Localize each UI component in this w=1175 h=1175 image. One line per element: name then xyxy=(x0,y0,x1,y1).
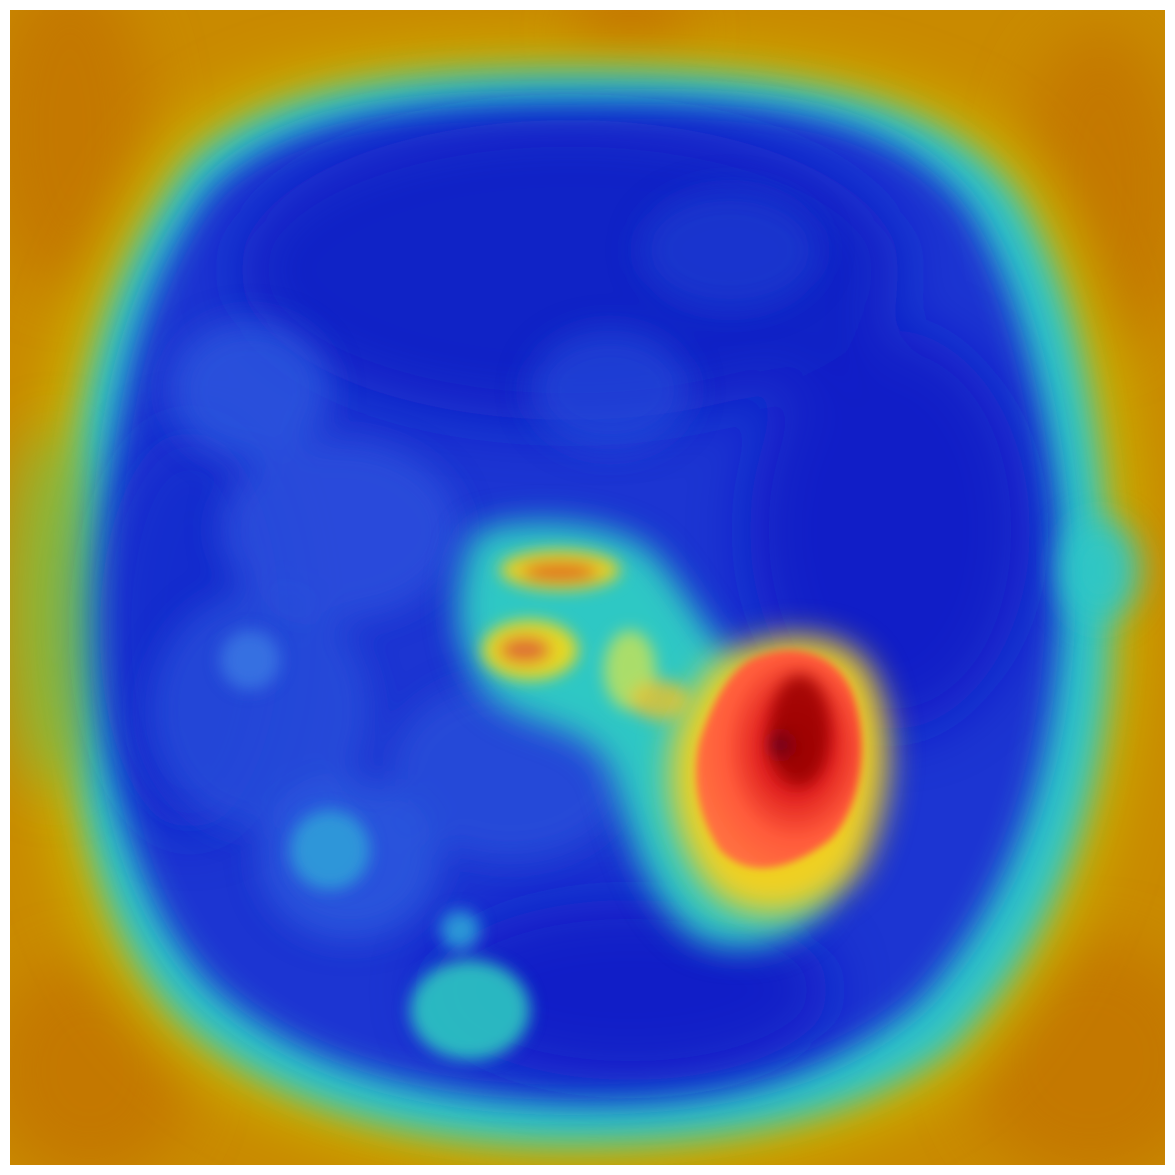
tissue-mottling xyxy=(150,190,820,940)
hot-core xyxy=(770,675,830,785)
heatmap-canvas xyxy=(10,10,1165,1165)
brain-heatmap-image xyxy=(10,10,1165,1165)
right-protrusion xyxy=(1060,520,1140,620)
central-lesion xyxy=(482,550,690,720)
cyan-specks xyxy=(220,630,530,1060)
background-shading xyxy=(10,10,1165,1165)
left-halo xyxy=(10,430,100,790)
